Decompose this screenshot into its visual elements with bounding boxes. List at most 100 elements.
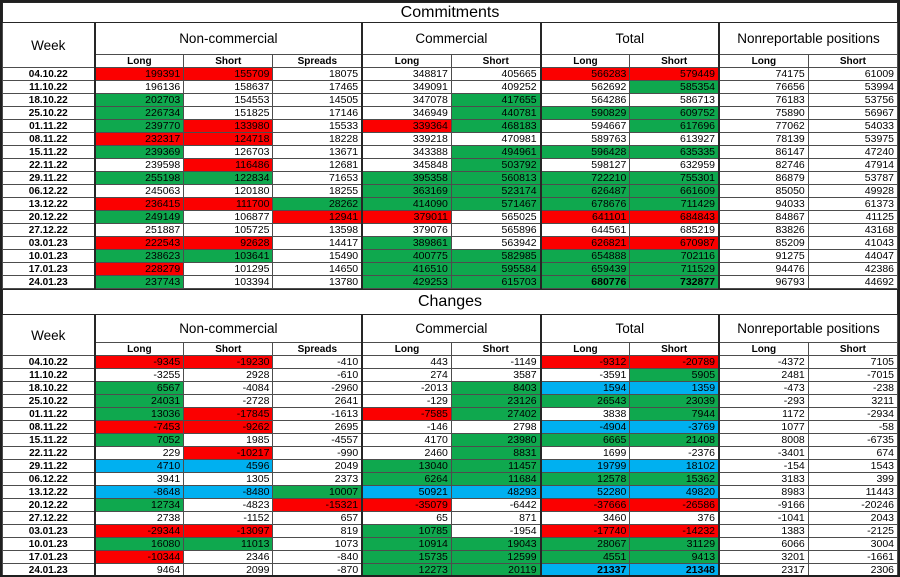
value-cell: 644561 <box>540 223 631 237</box>
value-cell: 274 <box>361 368 452 382</box>
value-cell: 468183 <box>450 119 542 133</box>
col-header-commercial-long: Long <box>361 342 452 356</box>
value-cell: 626821 <box>540 236 631 250</box>
value-cell: -13097 <box>183 524 274 538</box>
week-cell: 22.11.22 <box>2 446 96 460</box>
value-cell: 348817 <box>361 67 452 81</box>
value-cell: 8983 <box>718 485 809 499</box>
col-header-commercial-short: Short <box>450 342 542 356</box>
value-cell: 641101 <box>540 210 631 224</box>
value-cell: -1041 <box>718 511 809 525</box>
week-cell: 22.11.22 <box>2 158 96 172</box>
value-cell: 103394 <box>183 275 274 289</box>
value-cell: 12273 <box>361 563 452 575</box>
value-cell: 389861 <box>361 236 452 250</box>
week-cell: 06.12.22 <box>2 184 96 198</box>
value-cell: 249149 <box>93 210 185 224</box>
value-cell: 61373 <box>807 197 898 211</box>
value-cell: 609752 <box>629 106 721 120</box>
value-cell: 28067 <box>540 537 631 551</box>
value-cell: 494961 <box>450 145 542 159</box>
value-cell: 23039 <box>629 394 721 408</box>
value-cell: 346949 <box>361 106 452 120</box>
value-cell: -1149 <box>450 355 542 369</box>
value-cell: 237743 <box>93 275 185 289</box>
value-cell: 151825 <box>183 106 274 120</box>
value-cell: 414090 <box>361 197 452 211</box>
value-cell: -7453 <box>93 420 185 434</box>
value-cell: 31129 <box>629 537 721 551</box>
value-cell: 2317 <box>718 563 809 575</box>
value-cell: 6066 <box>718 537 809 551</box>
value-cell: -1661 <box>807 550 898 564</box>
group-header-nonreportable-positions: Nonreportable positions <box>718 314 898 343</box>
table-row: 04.10.22 -9345 -19230 -410 443 -1149 -9312 -207… <box>2 355 898 369</box>
value-cell: 86879 <box>718 171 809 185</box>
week-cell: 03.01.23 <box>2 524 96 538</box>
value-cell: 613927 <box>629 132 721 146</box>
value-cell: 339364 <box>361 119 452 133</box>
week-cell: 10.01.23 <box>2 537 96 551</box>
value-cell: 154553 <box>183 93 274 107</box>
value-cell: -293 <box>718 394 809 408</box>
value-cell: -19230 <box>183 355 274 369</box>
value-cell: -6735 <box>807 433 898 447</box>
col-header-total-long: Long <box>540 342 631 356</box>
value-cell: 1073 <box>272 537 364 551</box>
value-cell: -4823 <box>183 498 274 512</box>
group-header-total: Total <box>540 314 721 343</box>
value-cell: -7015 <box>807 368 898 382</box>
week-cell: 17.01.23 <box>2 550 96 564</box>
col-header-non-commercial-short: Short <box>183 342 274 356</box>
value-cell: 395358 <box>361 171 452 185</box>
value-cell: 116486 <box>183 158 274 172</box>
value-cell: 15362 <box>629 472 721 486</box>
value-cell: 53787 <box>807 171 898 185</box>
value-cell: 2099 <box>183 563 274 575</box>
value-cell: -20789 <box>629 355 721 369</box>
value-cell: 6264 <box>361 472 452 486</box>
value-cell: 236415 <box>93 197 185 211</box>
value-cell: 48293 <box>450 485 542 499</box>
value-cell: 4710 <box>93 459 185 473</box>
value-cell: 85209 <box>718 236 809 250</box>
week-cell: 24.01.23 <box>2 563 96 575</box>
value-cell: 239598 <box>93 158 185 172</box>
group-header-non-commercial: Non-commercial <box>94 22 364 55</box>
value-cell: 21337 <box>540 563 631 575</box>
table-row: 15.11.22 7052 1985 -4557 4170 23980 6665 21408 8… <box>2 433 898 447</box>
col-header-non-commercial-long: Long <box>93 54 185 68</box>
value-cell: 50921 <box>361 485 452 499</box>
value-cell: 10914 <box>361 537 452 551</box>
value-cell: 44692 <box>807 275 898 289</box>
value-cell: 711429 <box>629 197 721 211</box>
value-cell: 24031 <box>93 394 185 408</box>
value-cell: 343388 <box>361 145 452 159</box>
value-cell: 105725 <box>183 223 274 237</box>
value-cell: 11684 <box>450 472 542 486</box>
value-cell: 2043 <box>807 511 898 525</box>
value-cell: -10344 <box>93 550 185 564</box>
value-cell: 409252 <box>450 80 542 94</box>
value-cell: 56967 <box>807 106 898 120</box>
week-cell: 06.12.22 <box>2 472 96 486</box>
value-cell: 15533 <box>272 119 364 133</box>
commitments-table: Commitments Week Non-commercial Commercial… <box>2 2 898 289</box>
value-cell: 21348 <box>629 563 721 575</box>
value-cell: 347078 <box>361 93 452 107</box>
value-cell: 10007 <box>272 485 364 499</box>
value-cell: 76656 <box>718 80 809 94</box>
value-cell: -1613 <box>272 407 364 421</box>
value-cell: -20246 <box>807 498 898 512</box>
week-cell: 15.11.22 <box>2 145 96 159</box>
value-cell: -37666 <box>540 498 631 512</box>
value-cell: 595584 <box>450 262 542 276</box>
week-cell: 20.12.22 <box>2 498 96 512</box>
value-cell: 26543 <box>540 394 631 408</box>
value-cell: 158637 <box>183 80 274 94</box>
col-header-total-long: Long <box>540 54 631 68</box>
table-row: 15.11.22 239369 126703 13671 343388 494961 596… <box>2 145 898 159</box>
value-cell: 232317 <box>93 132 185 146</box>
value-cell: 661609 <box>629 184 721 198</box>
value-cell: 106877 <box>183 210 274 224</box>
